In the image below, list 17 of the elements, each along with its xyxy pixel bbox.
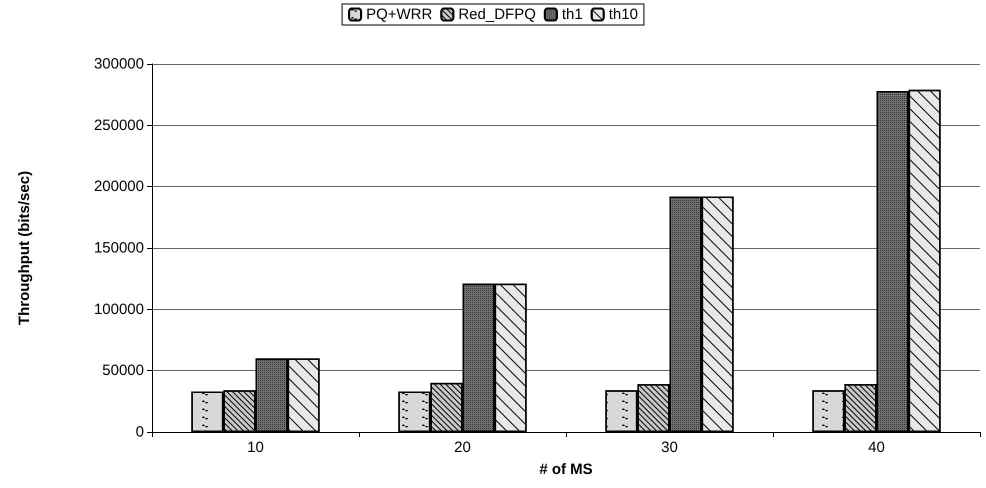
legend-label: th1 (562, 6, 583, 23)
legend-label: th10 (608, 6, 638, 23)
legend-label: Red_DFPQ (458, 6, 536, 23)
y-axis-title: Throughput (bits/sec) (16, 170, 33, 326)
y-tick-label: 200000 (94, 178, 144, 196)
y-tick-label: 100000 (94, 300, 144, 318)
y-tick-label: 0 (136, 424, 144, 440)
legend-label: PQ+WRR (366, 6, 433, 23)
x-tick-label: 40 (868, 439, 885, 456)
x-tick-label: 20 (454, 439, 471, 456)
y-tick-label: 250000 (94, 116, 144, 134)
y-tick-label: 150000 (94, 240, 144, 256)
y-tick-label: 300000 (94, 56, 144, 72)
y-tick-label: 50000 (102, 362, 144, 380)
x-axis-title: # of MS (539, 461, 593, 478)
x-tick-label: 30 (661, 439, 678, 456)
x-tick-label: 10 (247, 439, 264, 456)
